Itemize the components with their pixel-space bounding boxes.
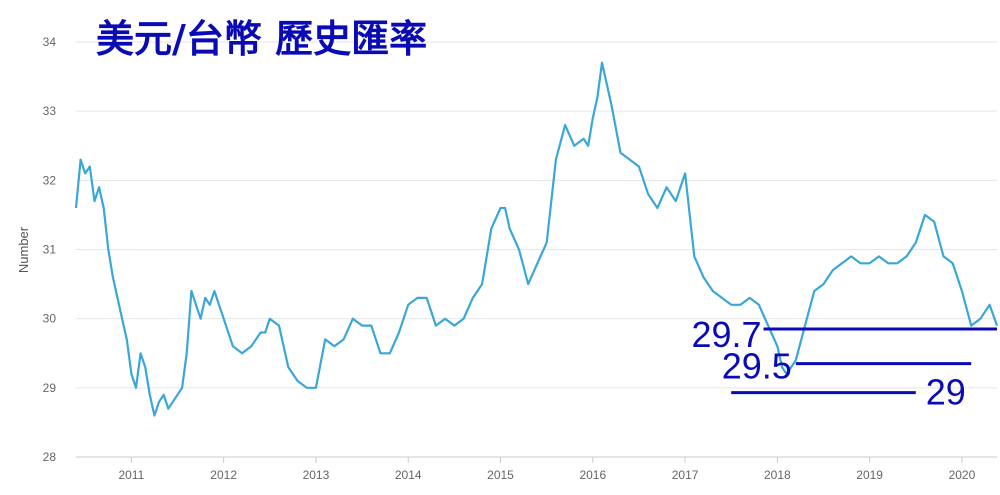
y-tick-label: 33 xyxy=(43,104,57,118)
x-tick-label: 2012 xyxy=(210,468,237,482)
x-tick-label: 2017 xyxy=(672,468,699,482)
x-tick-label: 2020 xyxy=(949,468,976,482)
y-tick-label: 28 xyxy=(43,450,57,464)
y-axis-label: Number xyxy=(16,226,31,273)
annotations: 29.729.5 29 xyxy=(691,314,997,413)
annotation-label: 29.5 xyxy=(722,346,792,387)
x-tick-label: 2011 xyxy=(118,468,144,482)
exchange-rate-line xyxy=(74,61,999,417)
y-tick-label: 34 xyxy=(43,35,57,49)
annotation-label: 29 xyxy=(926,372,966,413)
y-tick-label: 32 xyxy=(43,173,57,187)
x-tick-label: 2013 xyxy=(303,468,330,482)
x-tick-label: 2019 xyxy=(856,468,883,482)
grid xyxy=(76,41,997,458)
x-axis: 2011 2012 2013 2014 2015 2016 2017 2018 2019 2020 xyxy=(118,457,976,482)
y-axis: 28 29 30 31 32 33 34 xyxy=(43,35,57,464)
annotation-label: 29.7 xyxy=(691,314,761,355)
y-tick-label: 31 xyxy=(43,243,57,257)
x-tick-label: 2015 xyxy=(487,468,514,482)
x-tick-label: 2018 xyxy=(764,468,791,482)
x-tick-label: 2014 xyxy=(395,468,422,482)
y-tick-label: 29 xyxy=(43,381,57,395)
chart-title: 美元/台幣 歷史匯率 xyxy=(96,17,427,61)
y-tick-label: 30 xyxy=(43,312,57,326)
x-tick-label: 2016 xyxy=(579,468,606,482)
